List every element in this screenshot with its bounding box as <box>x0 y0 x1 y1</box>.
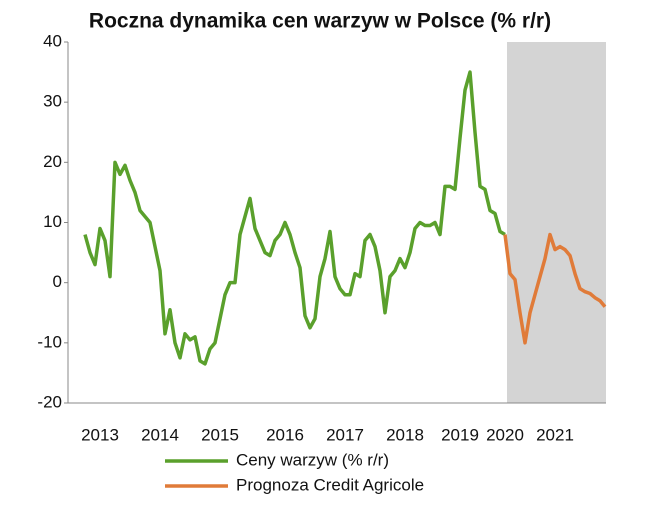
x-tick-label: 2013 <box>81 425 119 444</box>
y-tick-label: 30 <box>43 92 62 111</box>
x-tick-label: 2018 <box>386 425 424 444</box>
x-tick-label: 2019 <box>441 425 479 444</box>
x-tick-label: 2015 <box>201 425 239 444</box>
y-tick-label: -10 <box>37 332 62 351</box>
x-tick-label: 2014 <box>141 425 179 444</box>
series-line <box>503 232 607 345</box>
x-tick-label: 2017 <box>326 425 364 444</box>
legend-label: Prognoza Credit Agricole <box>236 475 424 494</box>
x-tick-label: 2020 <box>486 425 524 444</box>
y-tick-label: -20 <box>37 392 62 411</box>
y-tick-label: 40 <box>43 31 62 50</box>
forecast-shade <box>507 42 606 403</box>
y-tick-label: 0 <box>53 272 62 291</box>
series-line <box>83 70 506 366</box>
y-tick-label: 10 <box>43 212 62 231</box>
y-tick-label: 20 <box>43 152 62 171</box>
x-tick-label: 2021 <box>536 425 574 444</box>
legend-label: Ceny warzyw (% r/r) <box>236 450 389 469</box>
chart-title: Roczna dynamika cen warzyw w Polsce (% r… <box>89 10 551 33</box>
x-tick-label: 2016 <box>266 425 304 444</box>
